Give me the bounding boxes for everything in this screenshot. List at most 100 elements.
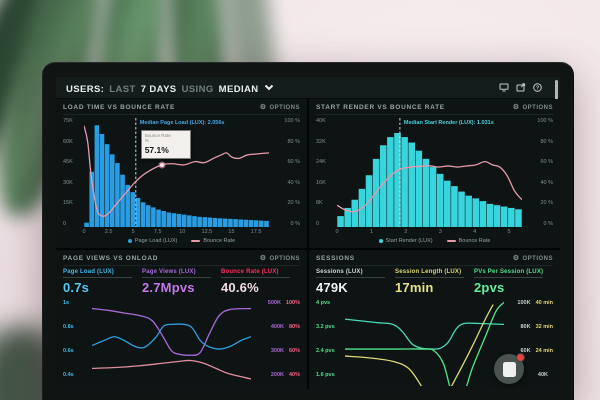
y-axis-label: 500K xyxy=(267,300,281,306)
header-segment: 7 DAYS xyxy=(140,83,177,95)
y-axis-label: 400K xyxy=(270,324,284,330)
y-axis-label: 40K xyxy=(537,372,548,378)
options-button[interactable]: ⚙ OPTIONS xyxy=(259,255,300,262)
y-axis-label: 100 % xyxy=(537,118,553,124)
tooltip-marker xyxy=(159,162,164,167)
metric-value: 2pvs xyxy=(474,280,505,295)
x-axis-tick: 10 xyxy=(179,229,186,235)
y-axis-row: 200K 40% xyxy=(254,372,300,378)
y-axis-row: 300K 60% xyxy=(254,348,300,354)
y-axis-label: 32K xyxy=(316,138,326,145)
scrollbar-thumb[interactable] xyxy=(555,80,558,104)
dot-swatch xyxy=(127,238,132,243)
y-axis-label: 100% xyxy=(285,300,300,306)
y-axis-label: 60K xyxy=(63,138,73,145)
y-axis-label: 40 % xyxy=(287,179,300,186)
y-axis-label: 2.4 pvs xyxy=(316,348,335,354)
line-swatch xyxy=(191,239,201,242)
metric: Bounce Rate (LUX) 40.6% xyxy=(221,269,300,295)
metric-label: Page Load (LUX) xyxy=(63,269,115,275)
header-segment: USING xyxy=(181,83,214,95)
notes-button[interactable] xyxy=(494,353,525,384)
gear-icon: ⚙ xyxy=(259,255,267,262)
y-axis-label: 0.8s xyxy=(63,324,74,330)
sessions-chart[interactable] xyxy=(345,298,504,386)
y-axis-label: 40 % xyxy=(540,179,553,186)
start-render-chart[interactable]: Median Start Render (LUX): 1.031s xyxy=(337,118,522,227)
header-title: USERS: LAST 7 DAYS USING MEDIAN xyxy=(66,79,264,97)
y-axis-label: 200K xyxy=(270,372,284,378)
y-axis-label: 1.6 pvs xyxy=(316,372,335,378)
metric-rule xyxy=(63,277,132,278)
y-axis-label: 4 pvs xyxy=(316,300,331,306)
page-views-chart[interactable] xyxy=(92,298,251,386)
y-axis-label: 30K xyxy=(63,179,73,186)
y-axis-label: 8K xyxy=(316,200,323,207)
options-button[interactable]: ⚙ OPTIONS xyxy=(512,104,553,111)
metric-label: Sessions (LUX) xyxy=(316,269,363,275)
y-axis-label: 80 % xyxy=(540,138,553,145)
panel-title: SESSIONS xyxy=(316,255,355,262)
y-axis-label: 0.4s xyxy=(63,372,74,378)
x-axis-tick: 4 xyxy=(473,229,477,235)
x-axis-tick: 3 xyxy=(438,229,442,235)
y-axis-label: 60 % xyxy=(540,159,553,166)
share-icon[interactable] xyxy=(516,83,526,92)
y-axis-label: 60K xyxy=(520,348,531,354)
notes-icon xyxy=(502,361,516,377)
dot-swatch xyxy=(378,238,383,243)
y-axis-label: 15K xyxy=(63,200,73,207)
dashboard-screen: USERS: LAST 7 DAYS USING MEDIAN ? xyxy=(56,77,560,389)
y-axis-label: 60% xyxy=(288,348,300,354)
gear-icon: ⚙ xyxy=(512,104,520,111)
median-annotation: Median Start Render (LUX): 1.031s xyxy=(403,120,494,126)
legend-label: Page Load (LUX) xyxy=(134,237,178,244)
legend-item: Start Render (LUX) xyxy=(378,238,433,244)
y-axis-row: 500K 100% xyxy=(254,300,300,306)
y-axis-row: 100K 40 min xyxy=(507,300,553,306)
tooltip: Bounce Rate% 57.1% xyxy=(140,129,191,159)
metric-value: 40.6% xyxy=(221,280,259,295)
y-axis-row: 40K xyxy=(507,372,553,378)
y-axis-label: 60 % xyxy=(287,159,300,166)
panel-grid: LOAD TIME VS BOUNCE RATE ⚙ OPTIONS 75K 60… xyxy=(56,99,560,389)
metric-label: Session Length (LUX) xyxy=(395,269,462,275)
options-button[interactable]: ⚙ OPTIONS xyxy=(512,255,553,262)
load-time-chart[interactable]: Median Page Load (LUX): 2.056s Bounce Rat… xyxy=(84,118,269,227)
y-axis-label: 40 min xyxy=(535,300,553,306)
x-axis-tick: 2 xyxy=(404,229,408,235)
y-axis-row: 80K 32 min xyxy=(507,324,553,330)
dashboard-header: USERS: LAST 7 DAYS USING MEDIAN ? xyxy=(56,77,560,104)
users-filter-dropdown[interactable]: USERS: LAST 7 DAYS USING MEDIAN xyxy=(66,79,274,97)
y-axis-label: 0 xyxy=(63,220,67,227)
metric-rule xyxy=(395,277,464,278)
help-icon[interactable]: ? xyxy=(533,83,542,92)
laptop: USERS: LAST 7 DAYS USING MEDIAN ? xyxy=(42,62,574,400)
panel-title: PAGE VIEWS VS ONLOAD xyxy=(63,255,159,262)
header-segment: USERS: xyxy=(66,83,105,95)
x-axis-tick: 2.5 xyxy=(104,229,113,235)
gear-icon: ⚙ xyxy=(259,104,267,111)
x-axis-tick: 15 xyxy=(228,229,235,235)
monitor-icon[interactable] xyxy=(499,83,509,92)
panel-sessions: SESSIONS ⚙ OPTIONS Sessions (LUX) 479K Ses… xyxy=(309,250,560,389)
options-button[interactable]: ⚙ OPTIONS xyxy=(259,104,300,111)
x-axis-tick: 5 xyxy=(507,229,511,235)
metric-label: Bounce Rate (LUX) xyxy=(221,269,279,275)
metric-rule xyxy=(316,277,385,278)
legend-label: Bounce Rate xyxy=(203,237,236,244)
y-axis-label: 40K xyxy=(316,118,326,124)
tooltip-unit: % xyxy=(144,138,149,144)
y-axis-label: 24K xyxy=(316,159,326,166)
y-axis-label: 80 % xyxy=(287,138,300,145)
y-axis-label: 16K xyxy=(316,179,326,186)
tooltip-value: 57.1% xyxy=(144,144,169,155)
metric-value: 2.7Mpvs xyxy=(142,280,195,295)
panel-title: LOAD TIME VS BOUNCE RATE xyxy=(63,104,176,111)
metric: Session Length (LUX) 17min xyxy=(395,269,474,295)
metric-label: PVs Per Session (LUX) xyxy=(474,269,544,275)
x-axis-tick: 12.5 xyxy=(201,229,213,235)
y-axis-label: 3.2 pvs xyxy=(316,324,335,330)
notification-badge xyxy=(516,353,525,362)
y-axis-label: 45K xyxy=(63,159,73,166)
